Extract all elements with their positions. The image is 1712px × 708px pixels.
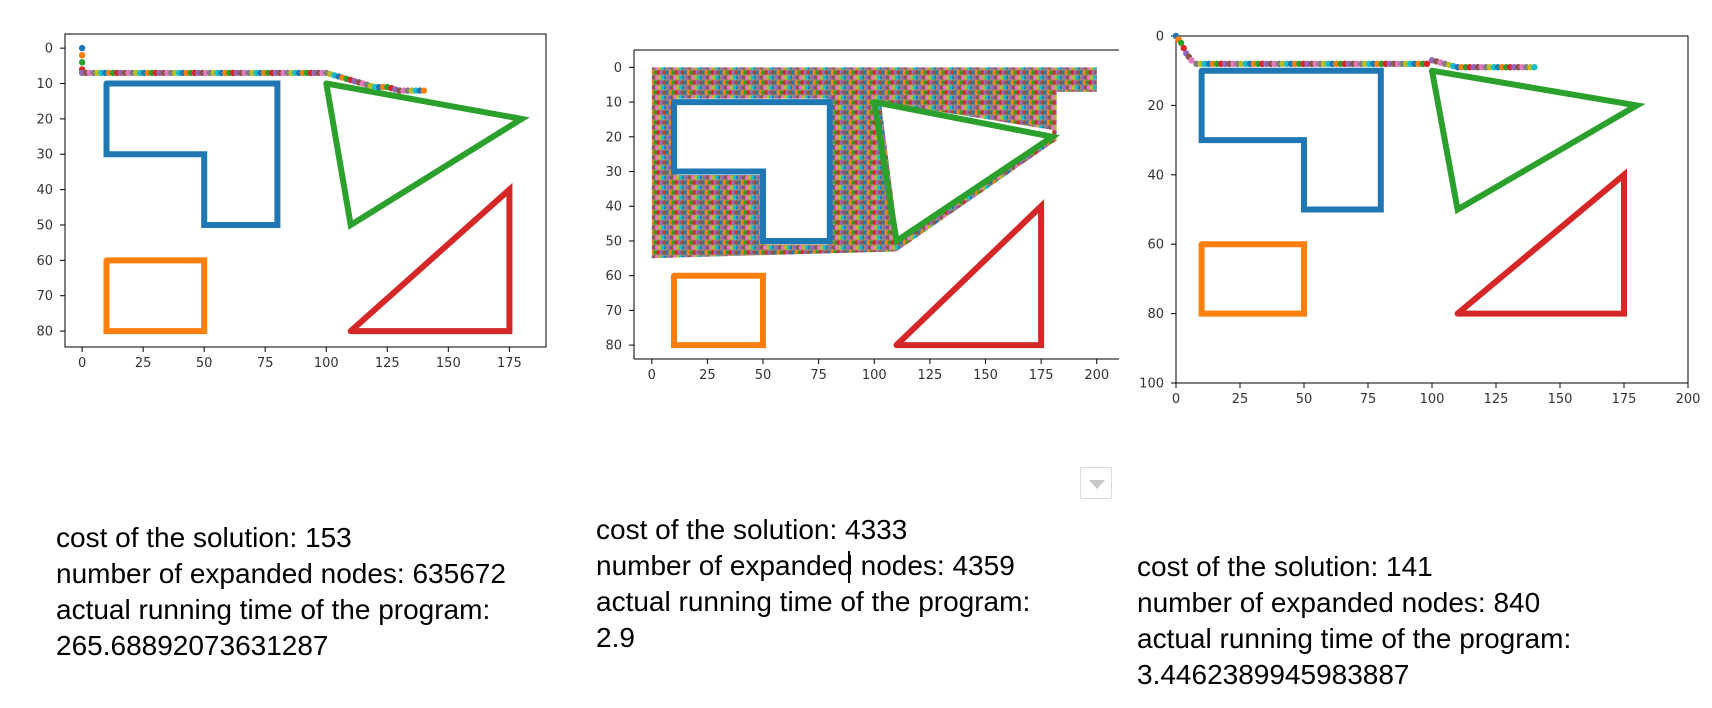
x-tick-label: 50 <box>196 356 213 371</box>
y-tick-label: 20 <box>605 130 622 145</box>
y-tick-label: 0 <box>45 42 53 57</box>
y-tick-label: 100 <box>1139 377 1164 392</box>
x-tick-label: 0 <box>1172 392 1180 407</box>
obstacle-green <box>1429 67 1646 215</box>
plot-1-svg: 0 25 50 75 100 125 150 175 0 10 20 30 40 50 60 70 80 <box>36 33 547 371</box>
y-tick-label: 10 <box>36 77 53 92</box>
obstacle-blue <box>103 80 281 228</box>
running-time-label: actual running time of the program: <box>1137 623 1572 654</box>
y-tick-label: 70 <box>605 304 622 319</box>
path-point <box>1188 57 1195 64</box>
y-tick-label: 30 <box>36 148 53 163</box>
stats-block-1: cost of the solution: 153 number of expa… <box>56 520 506 664</box>
path-point <box>78 44 86 52</box>
obstacle-orange <box>671 272 766 349</box>
x-tick-label: 100 <box>862 368 887 383</box>
text-cursor <box>848 551 850 583</box>
x-tick-label: 200 <box>1084 368 1109 383</box>
obstacle-orange <box>1198 241 1307 317</box>
x-tick-label: 50 <box>755 368 772 383</box>
x-tick-label: 150 <box>1548 392 1573 407</box>
x-tick-label: 25 <box>1232 392 1249 407</box>
y-tick-label: 80 <box>605 339 622 354</box>
x-tick-label: 75 <box>810 368 827 383</box>
x-tick-label: 175 <box>1612 392 1637 407</box>
x-tick-label: 25 <box>135 356 152 371</box>
expanded-nodes: number of expanded nodes: 4359 <box>596 550 1015 581</box>
solution-cost: cost of the solution: 141 <box>1137 551 1433 582</box>
y-tick-label: 30 <box>605 165 622 180</box>
plot-2-svg: 0 25 50 75 100 125 150 175 200 0 10 20 30 40 50 60 70 80 <box>605 49 1119 383</box>
running-time-value: 2.9 <box>596 622 635 653</box>
running-time-label: actual running time of the program: <box>56 594 491 625</box>
x-tick-label: 25 <box>699 368 716 383</box>
y-tick-label: 60 <box>36 254 53 269</box>
x-tick-label: 125 <box>1484 392 1509 407</box>
x-tick-label: 150 <box>436 356 461 371</box>
plot-3-svg: 0 25 50 75 100 125 150 175 200 0 20 40 60 80 100 <box>1139 30 1700 408</box>
stats-block-2: cost of the solution: 4333 number of exp… <box>596 512 1030 656</box>
x-tick-label: 125 <box>917 368 942 383</box>
y-tick-label: 50 <box>605 234 622 249</box>
obstacle-blue <box>1198 67 1384 213</box>
x-tick-label: 100 <box>1420 392 1445 407</box>
path-point <box>1180 44 1187 52</box>
x-tick-label: 175 <box>1029 368 1054 383</box>
path-point <box>1423 60 1431 67</box>
plot-1: 0 25 50 75 100 125 150 175 0 10 20 30 40 50 60 70 80 <box>0 0 560 380</box>
axes-frame <box>1175 35 1689 384</box>
x-tick-label: 150 <box>973 368 998 383</box>
obstacle-orange <box>103 257 208 335</box>
axes-frame <box>64 33 547 348</box>
y-tick-label: 60 <box>1147 238 1164 253</box>
y-tick-label: 0 <box>1156 30 1164 45</box>
running-time-label: actual running time of the program: <box>596 586 1031 617</box>
obstacle-green <box>323 80 530 230</box>
y-tick-label: 20 <box>36 112 53 127</box>
plot-3: 0 25 50 75 100 125 150 175 200 0 20 40 60 80 100 <box>1139 30 1700 408</box>
expanded-nodes: number of expanded nodes: 840 <box>1137 587 1541 618</box>
path-point <box>420 87 428 94</box>
y-tick-label: 40 <box>36 183 53 198</box>
obstacle-green <box>871 99 1061 247</box>
y-tick-label: 80 <box>1147 307 1164 322</box>
running-time-value: 265.68892073631287 <box>56 630 329 661</box>
y-tick-label: 20 <box>1147 99 1164 114</box>
y-tick-label: 70 <box>36 289 53 304</box>
collapse-dropdown-button[interactable] <box>1080 467 1112 499</box>
y-tick-label: 10 <box>605 96 622 111</box>
path-point <box>78 59 86 66</box>
y-tick-label: 0 <box>614 61 622 76</box>
running-time-value: 3.4462389945983887 <box>1137 659 1410 690</box>
x-tick-label: 50 <box>1296 392 1313 407</box>
obstacle-red <box>347 182 513 335</box>
y-tick-label: 50 <box>36 218 53 233</box>
expanded-nodes: number of expanded nodes: 635672 <box>56 558 506 589</box>
solution-cost: cost of the solution: 4333 <box>596 514 908 545</box>
y-tick-label: 40 <box>1147 168 1164 183</box>
y-tick-label: 60 <box>605 269 622 284</box>
obstacle-red <box>893 199 1045 349</box>
x-tick-label: 0 <box>78 356 86 371</box>
obstacle-red <box>1454 168 1627 317</box>
obstacle-blue <box>671 99 833 244</box>
x-tick-label: 200 <box>1676 392 1701 407</box>
x-tick-label: 75 <box>1360 392 1377 407</box>
x-tick-label: 0 <box>648 368 656 383</box>
x-tick-label: 75 <box>257 356 274 371</box>
y-tick-label: 80 <box>36 325 53 340</box>
path-point <box>1177 39 1185 47</box>
x-tick-label: 175 <box>497 356 522 371</box>
y-tick-label: 40 <box>605 200 622 215</box>
plot-2: 0 25 50 75 100 125 150 175 200 0 10 20 30 40 50 60 70 80 <box>0 0 1130 383</box>
stats-block-3: cost of the solution: 141 number of expa… <box>1137 549 1571 693</box>
x-tick-label: 125 <box>375 356 400 371</box>
x-tick-label: 100 <box>314 356 339 371</box>
path-point <box>78 52 86 59</box>
solution-cost: cost of the solution: 153 <box>56 522 352 553</box>
path-point <box>1531 63 1538 71</box>
